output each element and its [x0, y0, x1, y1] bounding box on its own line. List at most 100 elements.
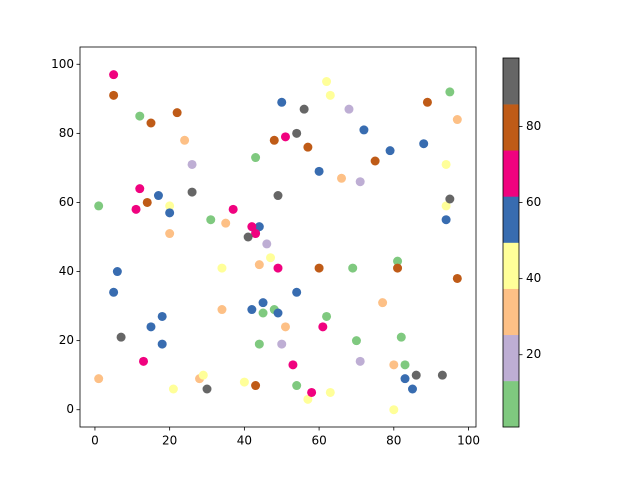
point [258, 298, 268, 308]
point [292, 287, 302, 297]
point [325, 387, 335, 397]
point [393, 256, 403, 266]
point [292, 128, 302, 138]
point [389, 405, 399, 415]
point [277, 97, 287, 107]
x-tick-label: 100 [457, 434, 480, 448]
point [325, 90, 335, 100]
point [157, 339, 167, 349]
point [116, 332, 126, 342]
point [258, 308, 268, 318]
point [314, 166, 324, 176]
point [254, 222, 264, 232]
point [198, 370, 208, 380]
y-tick-label: 60 [59, 195, 74, 209]
point [359, 125, 369, 135]
point [187, 159, 197, 169]
point [273, 191, 283, 201]
point [303, 142, 313, 152]
point [322, 311, 332, 321]
point [441, 159, 451, 169]
point [348, 263, 358, 273]
point [273, 263, 283, 273]
colorbar-segment [503, 196, 519, 243]
point [351, 336, 361, 346]
point [445, 87, 455, 97]
x-tick-label: 40 [237, 434, 252, 448]
colorbar-tick-label: 80 [526, 119, 541, 133]
point [254, 260, 264, 270]
point [288, 360, 298, 370]
point [411, 370, 421, 380]
colorbar-segment [503, 242, 519, 289]
point [393, 263, 403, 273]
point [94, 201, 104, 211]
y-tick-label: 40 [59, 264, 74, 278]
point [172, 108, 182, 118]
point [109, 70, 119, 80]
colorbar-segment [503, 150, 519, 197]
point [441, 201, 451, 211]
point [247, 305, 257, 315]
point [247, 222, 257, 232]
point [165, 201, 175, 211]
point [157, 311, 167, 321]
point [217, 263, 227, 273]
point [314, 263, 324, 273]
y-tick-label: 100 [51, 57, 74, 71]
x-tick-label: 0 [91, 434, 99, 448]
point [251, 229, 261, 239]
point [337, 173, 347, 183]
point [180, 135, 190, 145]
point [262, 239, 272, 249]
point [146, 322, 156, 332]
x-tick-label: 20 [162, 434, 177, 448]
point [441, 215, 451, 225]
point [153, 191, 163, 201]
colorbar-segment [503, 58, 519, 105]
point [221, 218, 231, 228]
point [355, 356, 365, 366]
point [243, 232, 253, 242]
point [202, 384, 212, 394]
point [307, 387, 317, 397]
point [344, 104, 354, 114]
x-tick-label: 80 [386, 434, 401, 448]
point [251, 381, 261, 391]
point [445, 194, 455, 204]
point [299, 104, 309, 114]
point [109, 287, 119, 297]
y-tick-label: 80 [59, 126, 74, 140]
point [400, 374, 410, 384]
point [280, 132, 290, 142]
x-tick-label: 60 [311, 434, 326, 448]
point [370, 156, 380, 166]
point [251, 153, 261, 163]
point [396, 332, 406, 342]
point [273, 308, 283, 318]
point [452, 273, 462, 283]
point [239, 377, 249, 387]
point [407, 384, 417, 394]
y-tick-label: 20 [59, 333, 74, 347]
point [187, 187, 197, 197]
point [165, 229, 175, 239]
y-tick-label: 0 [66, 402, 74, 416]
point [228, 204, 238, 214]
point [109, 90, 119, 100]
colorbar-tick-label: 60 [526, 195, 541, 209]
point [266, 253, 276, 263]
colorbar-tick-label: 40 [526, 271, 541, 285]
point [437, 370, 447, 380]
point [112, 267, 122, 277]
point [254, 339, 264, 349]
point [422, 97, 432, 107]
point [139, 356, 149, 366]
point [280, 322, 290, 332]
point [292, 381, 302, 391]
point [322, 77, 332, 87]
colorbar-tick-label: 20 [526, 347, 541, 361]
point [269, 135, 279, 145]
